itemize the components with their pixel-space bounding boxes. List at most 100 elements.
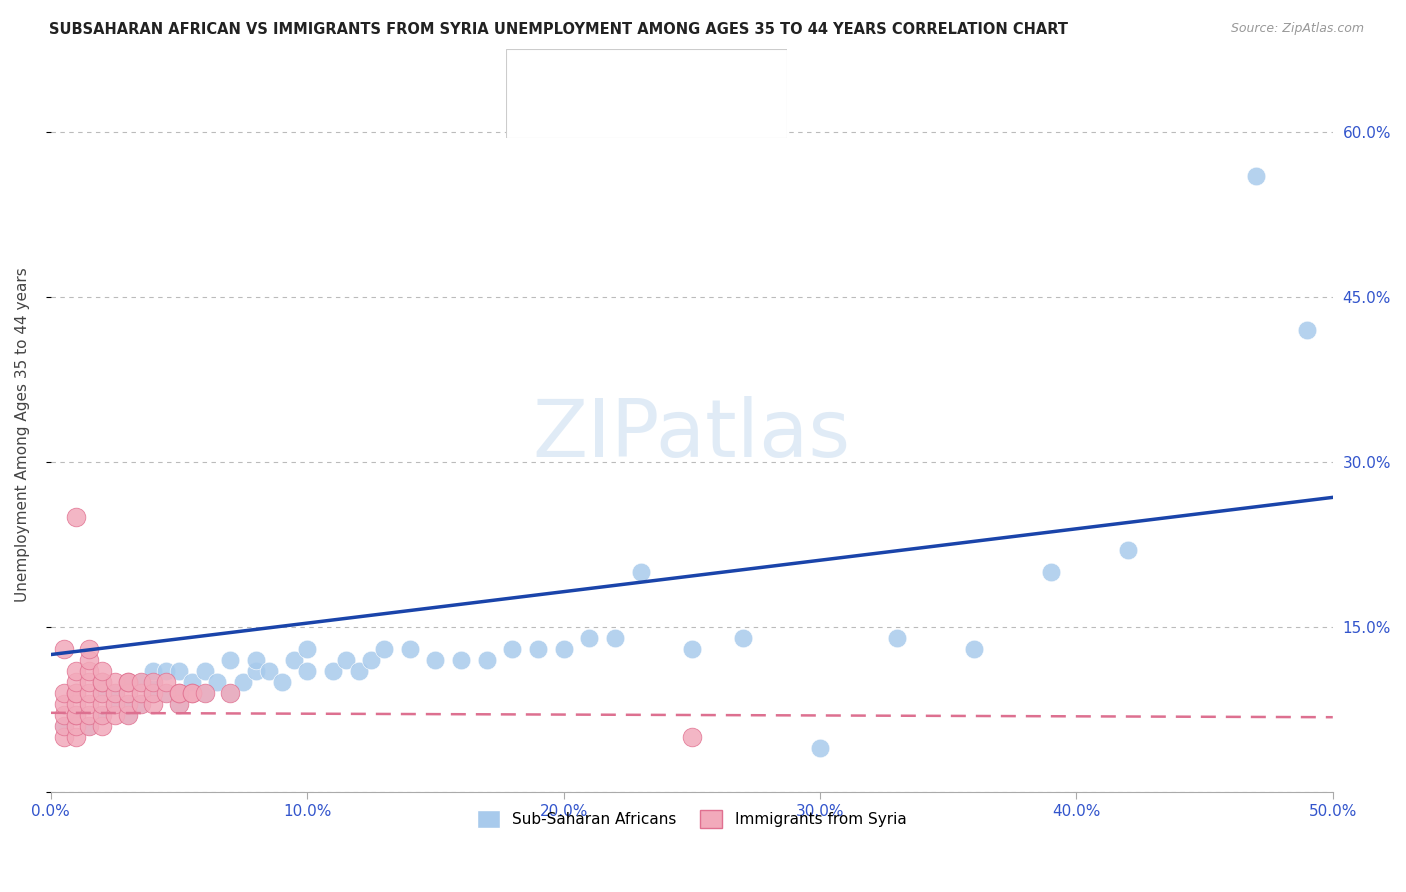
Point [52, 697, 75, 711]
Text: Source: ZipAtlas.com: Source: ZipAtlas.com [1230, 22, 1364, 36]
Point [167, 686, 190, 700]
Point [155, 664, 177, 678]
Point [232, 675, 254, 690]
Point [245, 653, 267, 667]
Point [91, 686, 114, 700]
Point [104, 675, 127, 690]
Point [527, 642, 550, 657]
Point [297, 642, 319, 657]
Point [79, 642, 101, 657]
Point [79, 675, 101, 690]
Point [117, 686, 139, 700]
Point [578, 631, 600, 645]
Point [91, 708, 114, 723]
Point [155, 675, 177, 690]
Point [297, 664, 319, 678]
Point [167, 697, 190, 711]
Point [91, 675, 114, 690]
Point [180, 686, 202, 700]
Point [501, 642, 523, 657]
Point [65, 708, 87, 723]
Point [117, 675, 139, 690]
Point [65, 510, 87, 524]
Point [91, 675, 114, 690]
Point [104, 708, 127, 723]
Point [79, 653, 101, 667]
Text: R = -0.014   N = 56: R = -0.014 N = 56 [568, 108, 718, 123]
Point [65, 708, 87, 723]
Point [963, 642, 986, 657]
Point [52, 719, 75, 733]
Point [52, 686, 75, 700]
Point [117, 708, 139, 723]
Point [65, 664, 87, 678]
Point [283, 653, 305, 667]
Point [65, 686, 87, 700]
Point [1296, 323, 1319, 337]
Point [79, 686, 101, 700]
Point [129, 697, 152, 711]
Point [142, 664, 165, 678]
Point [245, 664, 267, 678]
Point [91, 664, 114, 678]
Point [194, 686, 217, 700]
Point [167, 664, 190, 678]
Point [167, 686, 190, 700]
Point [52, 642, 75, 657]
Point [52, 730, 75, 744]
Point [180, 675, 202, 690]
Point [398, 642, 420, 657]
Point [52, 708, 75, 723]
Point [155, 686, 177, 700]
Point [360, 653, 382, 667]
Point [65, 708, 87, 723]
Text: ZIPatlas: ZIPatlas [533, 396, 851, 474]
Point [91, 708, 114, 723]
Point [1244, 169, 1267, 184]
Point [553, 642, 575, 657]
Point [104, 697, 127, 711]
Point [142, 686, 165, 700]
Point [681, 730, 703, 744]
Point [117, 708, 139, 723]
Point [886, 631, 908, 645]
Point [808, 741, 831, 756]
Point [79, 719, 101, 733]
Point [104, 686, 127, 700]
Text: R =  0.569   N = 59: R = 0.569 N = 59 [568, 66, 717, 81]
Point [91, 686, 114, 700]
Point [219, 686, 242, 700]
Point [681, 642, 703, 657]
Point [117, 675, 139, 690]
Point [91, 675, 114, 690]
Point [104, 686, 127, 700]
Point [142, 675, 165, 690]
Point [142, 697, 165, 711]
Point [79, 664, 101, 678]
Y-axis label: Unemployment Among Ages 35 to 44 years: Unemployment Among Ages 35 to 44 years [15, 268, 30, 602]
FancyBboxPatch shape [506, 49, 787, 138]
FancyBboxPatch shape [520, 100, 557, 131]
Point [180, 686, 202, 700]
Point [129, 686, 152, 700]
Point [129, 675, 152, 690]
Point [65, 730, 87, 744]
Legend: Sub-Saharan Africans, Immigrants from Syria: Sub-Saharan Africans, Immigrants from Sy… [471, 804, 912, 834]
Point [65, 675, 87, 690]
Point [91, 697, 114, 711]
Point [117, 697, 139, 711]
Point [91, 719, 114, 733]
Point [79, 708, 101, 723]
Point [219, 686, 242, 700]
Point [207, 675, 229, 690]
Point [117, 675, 139, 690]
Point [733, 631, 755, 645]
Point [322, 664, 344, 678]
Point [104, 697, 127, 711]
Point [194, 664, 217, 678]
FancyBboxPatch shape [520, 58, 557, 89]
Point [142, 686, 165, 700]
Point [1116, 543, 1139, 558]
Point [129, 675, 152, 690]
Point [167, 697, 190, 711]
